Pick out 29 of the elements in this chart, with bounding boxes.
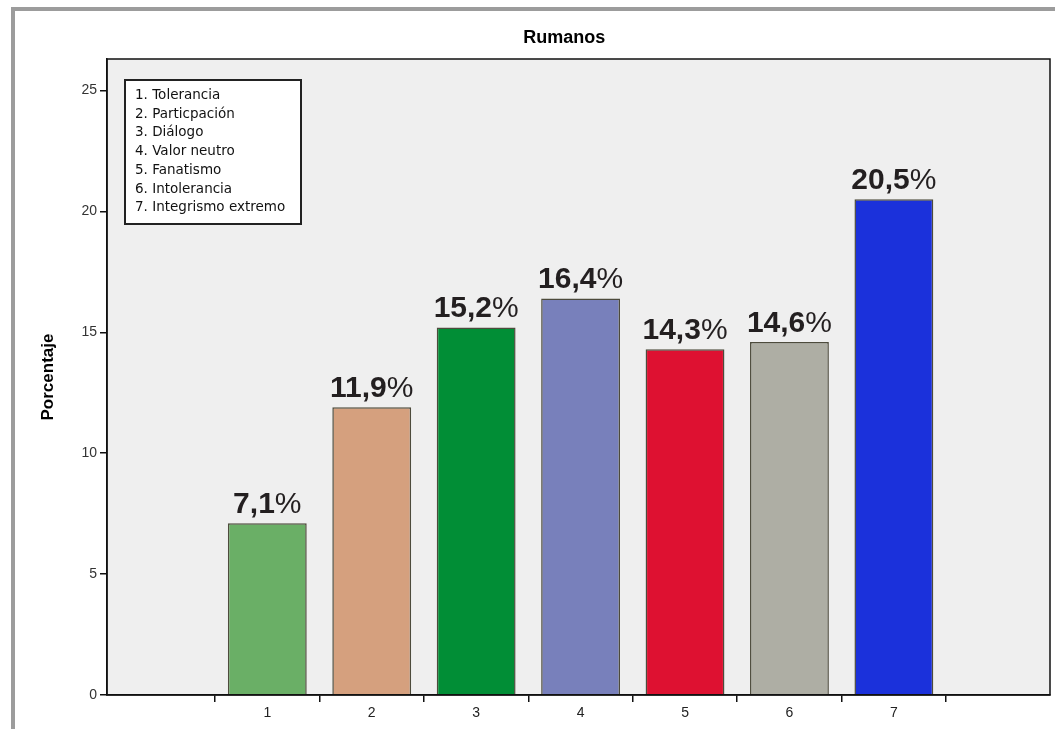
x-tick-label: 7 xyxy=(889,704,898,721)
annotation: 6. Intolerancia xyxy=(135,178,234,198)
x-tick-label: 4 xyxy=(576,704,585,721)
text: 3. Diálogo xyxy=(135,123,204,140)
y-tick-label: 15 xyxy=(81,323,98,340)
x-tick-label: 5 xyxy=(681,704,690,721)
x-tick-label: 3 xyxy=(472,704,481,721)
data-label: 15,2% xyxy=(433,290,519,324)
x-tick-label: 6 xyxy=(785,704,794,721)
y-tick-label: 0 xyxy=(89,685,98,702)
annotation: 2. Particpación xyxy=(135,103,236,123)
x-tick-label: 2 xyxy=(367,704,376,721)
x-tick-label: 1 xyxy=(263,704,272,721)
data-label: 14,3% xyxy=(642,312,728,346)
data-label: 16,4% xyxy=(538,261,624,295)
y-tick-label: 20 xyxy=(81,202,98,219)
y-axis-title: Porcentaje xyxy=(37,333,57,421)
y-tick-label: 10 xyxy=(81,444,98,461)
chart-title: Rumanos xyxy=(523,27,606,47)
annotation: 1. Tolerancia xyxy=(135,85,222,104)
data-label: 14,6% xyxy=(746,304,832,338)
y-tick-label: 25 xyxy=(81,81,98,98)
annotation: 7. Integrismo extremo xyxy=(135,197,287,216)
data-label: 11,9% xyxy=(330,370,414,404)
annotation: 5. Fanatismo xyxy=(135,159,223,179)
data-label: 20,5% xyxy=(851,162,937,196)
y-tick-label: 5 xyxy=(89,564,98,581)
annotation: 4. Valor neutro xyxy=(135,141,236,160)
data-label: 7,1% xyxy=(233,486,302,520)
